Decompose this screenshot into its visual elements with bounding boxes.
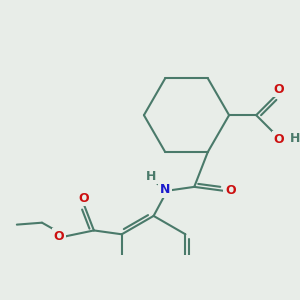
Text: H: H [146, 169, 156, 182]
Text: O: O [273, 83, 284, 96]
Text: O: O [273, 133, 284, 146]
Text: O: O [54, 230, 64, 243]
Text: N: N [160, 184, 170, 196]
Text: H: H [290, 132, 300, 145]
Text: O: O [78, 192, 89, 205]
Text: O: O [225, 184, 236, 197]
